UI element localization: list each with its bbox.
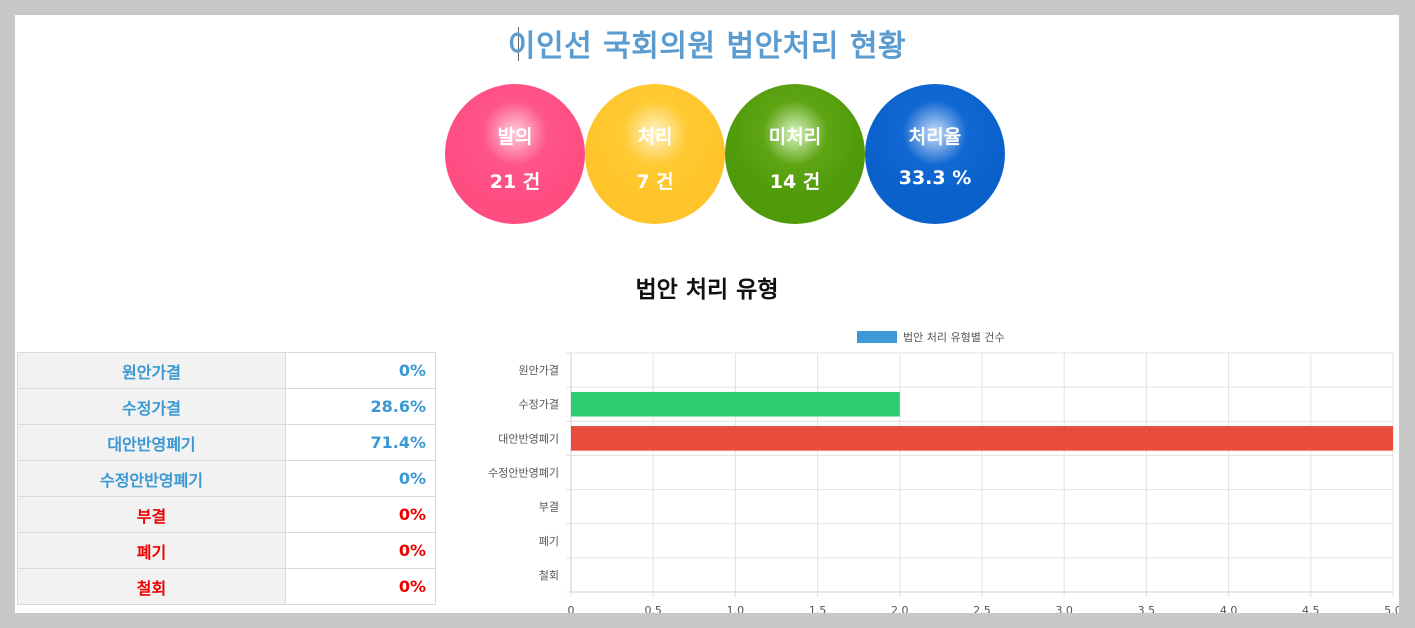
table-row: 수정안반영폐기 0% — [17, 460, 436, 497]
section-title: 법안 처리 유형 — [635, 277, 779, 303]
stat-processed-value: 7 건 — [636, 171, 674, 193]
bar — [571, 391, 900, 417]
stat-proposed-value: 21 건 — [489, 171, 541, 193]
x-tick-label: 3.5 — [1138, 604, 1156, 613]
stat-processed-label: 처리 — [637, 126, 673, 148]
x-tick-label: 2.0 — [891, 604, 909, 613]
table-row: 수정가결 28.6% — [17, 388, 436, 425]
type-name: 철회 — [17, 568, 286, 605]
x-tick-label: 4.0 — [1220, 604, 1238, 613]
type-name: 원안가결 — [17, 352, 286, 389]
chart-legend[interactable]: 법안 처리 유형별 건수 — [857, 329, 1005, 345]
x-tick-label: 1.5 — [809, 604, 827, 613]
type-name: 수정가결 — [17, 388, 286, 425]
type-pct: 0% — [285, 352, 436, 389]
text-cursor — [518, 27, 519, 61]
type-name: 대안반영폐기 — [17, 424, 286, 461]
stat-rate: 처리율 33.3 % — [865, 84, 1005, 224]
y-tick-label: 수정안반영폐기 — [488, 467, 559, 480]
type-name: 부결 — [17, 496, 286, 533]
y-tick-label: 부결 — [539, 501, 559, 514]
legend-label: 법안 처리 유형별 건수 — [903, 331, 1005, 344]
type-name: 폐기 — [17, 532, 286, 569]
table-row: 철회 0% — [17, 568, 436, 605]
stat-unprocessed-label: 미처리 — [768, 126, 822, 148]
stat-proposed-label: 발의 — [497, 126, 533, 148]
table-row: 폐기 0% — [17, 532, 436, 569]
stat-unprocessed-value: 14 건 — [769, 171, 821, 193]
x-tick-label: 5.0 — [1384, 604, 1399, 613]
type-pct: 71.4% — [285, 424, 436, 461]
stat-processed: 처리 7 건 — [585, 84, 725, 224]
type-pct: 0% — [285, 568, 436, 605]
stat-rate-label: 처리율 — [908, 126, 962, 148]
stat-proposed: 발의 21 건 — [445, 84, 585, 224]
legend-swatch — [857, 331, 897, 343]
page: 이인선 국회의원 법안처리 현황 발의 21 건 처리 7 건 미처리 14 건… — [15, 15, 1399, 613]
y-tick-label: 폐기 — [539, 535, 559, 548]
x-tick-label: 1.0 — [727, 604, 745, 613]
x-tick-label: 0 — [568, 604, 575, 613]
type-name: 수정안반영폐기 — [17, 460, 286, 497]
y-tick-label: 수정가결 — [519, 398, 559, 411]
stat-rate-value: 33.3 % — [898, 167, 972, 189]
table-row: 부결 0% — [17, 496, 436, 533]
y-tick-label: 원안가결 — [519, 364, 559, 377]
type-pct: 0% — [285, 496, 436, 533]
x-tick-label: 4.5 — [1302, 604, 1320, 613]
bar — [571, 426, 1393, 451]
x-tick-label: 3.0 — [1055, 604, 1073, 613]
type-pct: 0% — [285, 460, 436, 497]
x-tick-label: 0.5 — [644, 604, 662, 613]
table-row: 대안반영폐기 71.4% — [17, 424, 436, 461]
types-table: 원안가결 0% 수정가결 28.6% 대안반영폐기 71.4% 수정안반영폐기 … — [17, 352, 436, 605]
y-tick-label: 대안반영폐기 — [498, 432, 559, 445]
x-tick-label: 2.5 — [973, 604, 991, 613]
stats-circles: 발의 21 건 처리 7 건 미처리 14 건 처리율 33.3 % — [445, 84, 1007, 226]
page-title: 이인선 국회의원 법안처리 현황 — [507, 29, 907, 64]
bar-chart: 0 0.5 1.0 1.5 2.0 2.5 3.0 3.5 4.0 4.5 5.0 원안가결수정가결대… — [488, 352, 1399, 613]
stat-unprocessed: 미처리 14 건 — [725, 84, 865, 224]
type-pct: 0% — [285, 532, 436, 569]
type-pct: 28.6% — [285, 388, 436, 425]
table-row: 원안가결 0% — [17, 352, 436, 389]
y-tick-label: 철회 — [539, 569, 559, 582]
